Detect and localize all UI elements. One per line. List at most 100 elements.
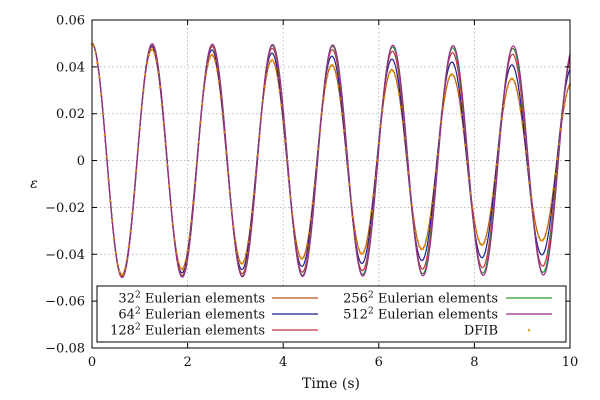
dfib-marker [432, 185, 436, 189]
dfib-marker [496, 147, 500, 150]
dfib-marker [143, 73, 147, 76]
dfib-marker [539, 238, 543, 241]
x-tick-label: 10 [562, 355, 579, 370]
dfib-marker [331, 63, 335, 67]
x-tick-label: 8 [470, 355, 478, 370]
dfib-marker [215, 67, 219, 71]
dfib-marker [553, 172, 557, 176]
dfib-marker [252, 192, 256, 196]
dfib-marker [450, 72, 454, 76]
dfib-marker [373, 176, 377, 180]
dfib-marker [340, 112, 344, 115]
dfib-marker [198, 120, 202, 124]
dfib-marker [178, 265, 182, 269]
axis-ticks: 0 2 4 6 8 10 0.06 0.04 0.02 0 −0.02 −0.04 −0.06 −0.08 [45, 14, 578, 371]
dfib-marker [333, 67, 337, 71]
dfib-marker [476, 236, 480, 240]
dfib-marker [221, 111, 225, 115]
dfib-marker [300, 256, 304, 260]
dfib-marker [94, 50, 98, 54]
dfib-marker [118, 269, 122, 273]
dfib-marker [154, 59, 158, 63]
dfib-marker [355, 238, 359, 242]
dfib-marker [186, 248, 190, 252]
dfib-marker [537, 234, 541, 238]
dfib-marker [189, 219, 193, 223]
dfib-marker [224, 150, 228, 154]
y-tick-label: −0.02 [45, 201, 85, 216]
dfib-marker [540, 238, 544, 242]
x-tick-label: 6 [375, 355, 383, 370]
dfib-marker [412, 217, 416, 220]
dfib-marker [278, 88, 282, 92]
dfib-marker [173, 238, 177, 241]
dfib-marker [480, 243, 484, 246]
dfib-marker [511, 77, 515, 81]
dfib-marker [316, 147, 320, 150]
dfib-marker [428, 215, 432, 219]
dfib-marker [423, 243, 427, 247]
dfib-marker [259, 116, 263, 119]
dfib-marker [452, 75, 456, 78]
dfib-marker [197, 140, 201, 144]
dfib-marker [290, 212, 294, 215]
legend-item: 5122 Eulerian elements [343, 307, 552, 323]
dfib-marker [99, 92, 103, 96]
x-tick-label: 0 [88, 355, 96, 370]
dfib-marker [526, 165, 530, 169]
dfib-marker [200, 102, 204, 106]
dfib-marker [301, 255, 305, 259]
y-tick-label: 0 [77, 154, 85, 169]
y-tick-label: 0.04 [56, 60, 85, 75]
series-line-512 [91, 42, 571, 279]
dfib-marker [548, 213, 552, 216]
dfib-marker [366, 235, 370, 238]
dfib-marker [544, 231, 548, 234]
dfib-marker [276, 76, 280, 79]
series-dfib-markers [90, 41, 572, 276]
dfib-marker [395, 81, 399, 85]
dfib-marker [311, 201, 315, 205]
dfib-marker [141, 88, 145, 92]
dfib-marker [248, 226, 252, 230]
dfib-marker [151, 47, 155, 51]
dfib-marker [254, 173, 258, 177]
dfib-marker [129, 229, 133, 232]
dfib-marker [156, 70, 160, 74]
dfib-marker [436, 152, 440, 156]
dfib-marker [123, 266, 127, 270]
legend-label: 5122 Eulerian elements [343, 307, 498, 323]
dfib-marker [469, 191, 473, 195]
legend-item: 322 Eulerian elements [118, 291, 318, 307]
dfib-marker [483, 237, 487, 241]
dfib-marker [362, 249, 366, 253]
dfib-marker [353, 228, 357, 231]
dfib-marker [294, 239, 298, 243]
dfib-marker [314, 165, 318, 169]
dfib-marker [443, 94, 447, 97]
x-tick-label: 4 [279, 355, 287, 370]
dfib-marker [119, 273, 123, 276]
dfib-marker [210, 53, 213, 56]
dfib-marker [358, 251, 362, 254]
dfib-marker [357, 246, 361, 250]
dfib-marker [233, 239, 237, 242]
legend-item: 642 Eulerian elements [118, 307, 318, 323]
dfib-marker [493, 178, 497, 182]
dfib-marker [375, 158, 379, 162]
dfib-marker [535, 228, 539, 232]
dfib-marker [406, 170, 410, 174]
dfib-marker [268, 59, 272, 63]
dfib-marker [318, 129, 322, 132]
dfib-marker [327, 67, 331, 70]
dfib-marker [382, 95, 386, 98]
dfib-marker [463, 143, 467, 147]
dfib-marker [202, 86, 206, 90]
dfib-marker [116, 262, 120, 266]
dfib-marker [441, 106, 445, 109]
dfib-marker [458, 99, 462, 103]
dfib-marker [415, 238, 419, 241]
legend-item: 2562 Eulerian elements [343, 291, 552, 307]
dfib-marker [165, 163, 169, 167]
dfib-marker [274, 66, 278, 70]
